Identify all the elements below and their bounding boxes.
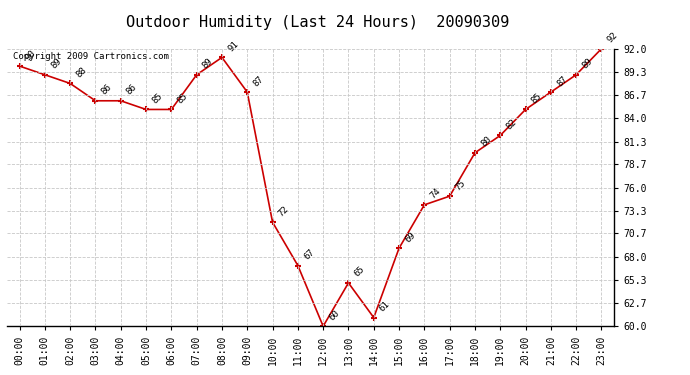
Text: 67: 67 — [302, 248, 316, 261]
Text: 61: 61 — [378, 300, 392, 314]
Text: 89: 89 — [201, 57, 215, 70]
Text: 85: 85 — [150, 92, 164, 105]
Text: 69: 69 — [403, 230, 417, 244]
Text: 87: 87 — [555, 74, 569, 88]
Text: 92: 92 — [606, 31, 620, 45]
Text: 72: 72 — [277, 204, 290, 218]
Text: 87: 87 — [251, 74, 266, 88]
Text: 85: 85 — [175, 92, 190, 105]
Text: 65: 65 — [353, 265, 366, 279]
Text: 89: 89 — [49, 57, 63, 70]
Text: 85: 85 — [530, 92, 544, 105]
Text: 60: 60 — [327, 308, 342, 322]
Text: 90: 90 — [23, 48, 38, 62]
Text: Outdoor Humidity (Last 24 Hours)  20090309: Outdoor Humidity (Last 24 Hours) 2009030… — [126, 15, 509, 30]
Text: 89: 89 — [580, 57, 594, 70]
Text: 82: 82 — [504, 117, 518, 131]
Text: 86: 86 — [99, 82, 114, 97]
Text: Copyright 2009 Cartronics.com: Copyright 2009 Cartronics.com — [13, 51, 169, 60]
Text: 75: 75 — [454, 178, 468, 192]
Text: 86: 86 — [125, 82, 139, 97]
Text: 74: 74 — [428, 187, 442, 201]
Text: 91: 91 — [226, 39, 240, 53]
Text: 80: 80 — [479, 135, 493, 148]
Text: 88: 88 — [75, 65, 88, 79]
